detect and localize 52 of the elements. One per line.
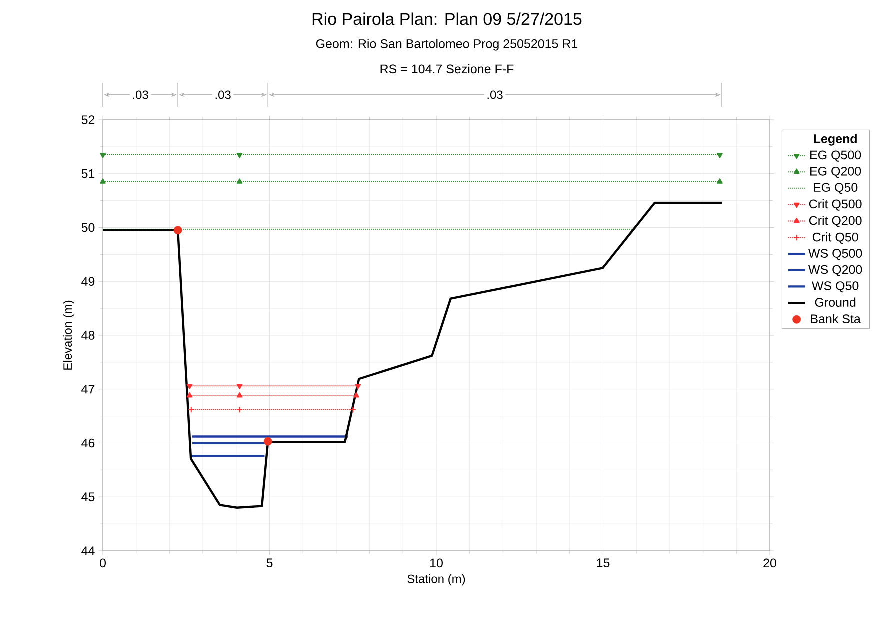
x-tick-label: 20 — [764, 558, 776, 568]
legend-title: Legend — [814, 134, 857, 146]
legend-label: WS Q50 — [812, 282, 859, 293]
chart-title: Rio Pairola Plan: Plan 09 5/27/2015 — [312, 12, 582, 26]
y-tick-label: 46 — [82, 438, 95, 448]
point — [100, 178, 106, 184]
legend-label: EG Q500 — [810, 150, 862, 162]
x-axis-title: Station (m) — [408, 574, 466, 586]
y-tick-label: 52 — [82, 116, 95, 124]
x-tick-label: 15 — [597, 558, 610, 568]
text: .03 — [133, 90, 148, 100]
legend-label: Crit Q200 — [809, 216, 862, 228]
point — [186, 392, 193, 398]
y-tick-label: 47 — [82, 385, 95, 394]
point — [186, 384, 193, 390]
y-tick-label: 50 — [82, 223, 95, 232]
y-tick-label: 49 — [82, 277, 95, 286]
y-tick-label: 44 — [82, 546, 95, 556]
x-tick-label: 5 — [266, 558, 273, 568]
y-tick-label: 48 — [82, 331, 95, 340]
y-axis-title: Elevation (m) — [63, 300, 74, 370]
y-tick-label: 45 — [82, 492, 95, 502]
point — [236, 153, 243, 158]
legend-label: WS Q500 — [808, 249, 862, 260]
point — [236, 384, 243, 390]
point — [264, 437, 272, 446]
legend-label: EG Q50 — [814, 183, 858, 194]
point — [717, 178, 723, 184]
point — [717, 153, 723, 158]
x-tick-label: 10 — [430, 558, 443, 568]
x-tick-label: 0 — [100, 558, 106, 568]
legend-label: Crit Q50 — [812, 232, 858, 244]
text: .03 — [488, 90, 503, 100]
legend-label: Ground — [815, 298, 856, 307]
point — [354, 392, 360, 398]
point — [236, 406, 244, 414]
legend-label: Bank Sta — [811, 314, 861, 324]
legend-label: Crit Q500 — [809, 199, 862, 211]
y-tick-label: 51 — [82, 170, 95, 178]
line-series — [103, 202, 724, 509]
point — [188, 406, 195, 414]
point — [350, 406, 356, 414]
point — [174, 226, 182, 235]
chart-subtitle: Geom: Rio San Bartolomeo Prog 25052015 R1 — [316, 39, 578, 51]
text: .03 — [216, 90, 231, 100]
legend-label: WS Q200 — [808, 265, 862, 276]
text: RS = 104.7 Sezione F-F — [380, 64, 514, 74]
point — [100, 153, 106, 158]
point — [355, 384, 362, 390]
point — [236, 392, 243, 398]
legend-label: EG Q200 — [810, 166, 862, 178]
point — [236, 178, 243, 184]
